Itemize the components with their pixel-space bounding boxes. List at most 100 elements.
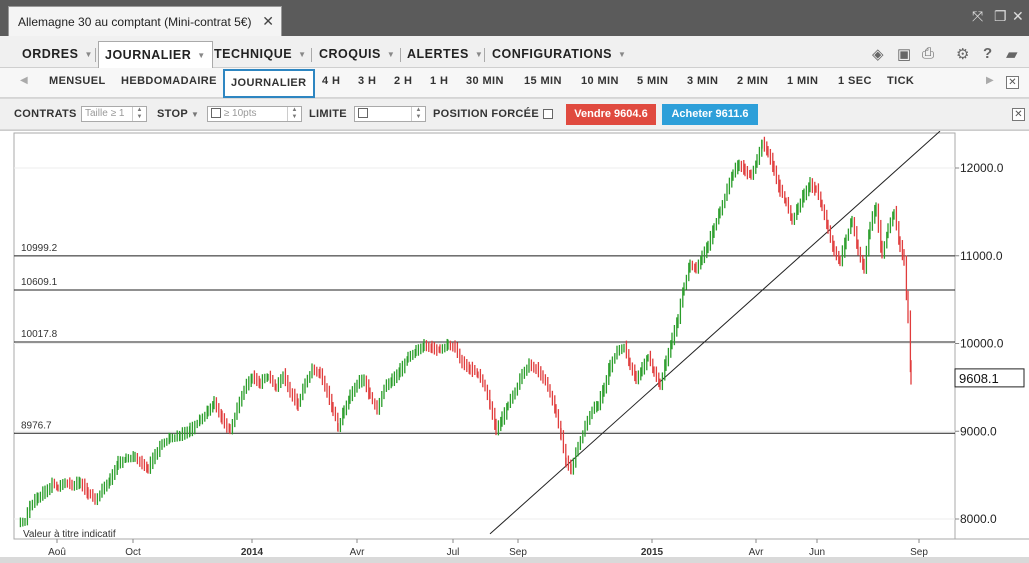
tf-2min[interactable]: 2 MIN — [737, 75, 769, 87]
stop-placeholder: ≥ 10pts — [223, 108, 257, 119]
x-tick-label: Sep — [509, 547, 527, 558]
menu-journalier-label: JOURNALIER — [105, 48, 192, 62]
x-tick-label: Jul — [447, 547, 460, 558]
chat-icon[interactable]: ▰ — [1006, 46, 1018, 63]
stepper-icon[interactable]: ▲ ▼ — [132, 107, 146, 121]
menu-croquis[interactable]: CROQUIS ▼ — [319, 42, 395, 66]
level-label: 10609.1 — [21, 277, 58, 288]
x-tick-label: Avr — [350, 547, 365, 558]
tf-tick[interactable]: TICK — [887, 75, 915, 87]
menu-bar: ORDRES ▼ JOURNALIER ▼ TECHNIQUE ▼ CROQUIS ▼ … — [0, 36, 1029, 68]
tf-10min[interactable]: 10 MIN — [581, 75, 619, 87]
close-order-bar-icon[interactable]: ✕ — [1012, 108, 1025, 121]
chart-svg[interactable]: 12000.0 11000.0 10000.0 9000.0 8000.0 10999.2… — [0, 130, 1029, 558]
menu-separator — [95, 48, 96, 62]
menu-journalier[interactable]: JOURNALIER ▼ — [98, 41, 213, 68]
stepper-icon[interactable]: ▲ ▼ — [411, 107, 425, 121]
print-icon[interactable]: ⎙ — [922, 45, 935, 62]
image-icon[interactable]: ▣ — [897, 46, 912, 63]
stepper-icon[interactable]: ▲ ▼ — [287, 107, 301, 121]
menu-technique-label: TECHNIQUE — [214, 47, 293, 61]
menu-separator — [400, 48, 401, 62]
last-price-label: 9608.1 — [959, 371, 999, 386]
tf-3h[interactable]: 3 H — [358, 75, 377, 87]
close-icon[interactable]: ✕ — [262, 13, 274, 29]
x-tick-label: Aoû — [48, 547, 66, 558]
chevron-down-icon: ▼ — [617, 49, 627, 59]
window-close-icon[interactable]: ✕ — [1012, 8, 1024, 24]
chevron-down-icon: ▼ — [197, 50, 206, 60]
chevron-down-icon: ▼ — [386, 49, 396, 59]
chevron-down-icon: ▼ — [84, 49, 93, 59]
tf-journalier[interactable]: JOURNALIER — [223, 69, 315, 98]
tf-1h[interactable]: 1 H — [430, 75, 449, 87]
x-tick-label: 2014 — [241, 547, 264, 558]
x-tick-label: Sep — [910, 547, 928, 558]
layers-icon[interactable]: ◈ — [872, 46, 884, 63]
limit-checkbox[interactable] — [358, 108, 368, 119]
gear-icon[interactable]: ⚙ — [956, 46, 970, 63]
tf-5min[interactable]: 5 MIN — [637, 75, 669, 87]
tf-1sec[interactable]: 1 SEC — [838, 75, 872, 87]
stop-label[interactable]: STOP — [157, 108, 188, 120]
price-chart[interactable]: 12000.0 11000.0 10000.0 9000.0 8000.0 10999.2… — [0, 130, 1029, 558]
tf-4h[interactable]: 4 H — [322, 75, 341, 87]
tf-2h[interactable]: 2 H — [394, 75, 413, 87]
x-tick-label: 2015 — [641, 547, 664, 558]
sell-button[interactable]: Vendre 9604.6 — [566, 104, 656, 125]
stop-checkbox[interactable] — [211, 108, 221, 119]
menu-ordres[interactable]: ORDRES ▼ — [22, 42, 93, 66]
help-icon[interactable]: ? — [983, 45, 993, 62]
tf-15min[interactable]: 15 MIN — [524, 75, 562, 87]
forced-position-label: POSITION FORCÉE — [433, 108, 539, 120]
tf-hebdomadaire[interactable]: HEBDOMADAIRE — [121, 75, 217, 87]
buy-button[interactable]: Acheter 9611.6 — [662, 104, 758, 125]
menu-ordres-label: ORDRES — [22, 47, 79, 61]
menu-croquis-label: CROQUIS — [319, 47, 381, 61]
chevron-down-icon: ▼ — [298, 49, 307, 59]
y-tick-label: 8000.0 — [960, 512, 997, 526]
y-tick-label: 10000.0 — [960, 337, 1004, 351]
y-tick-label: 12000.0 — [960, 161, 1004, 175]
menu-technique[interactable]: TECHNIQUE ▼ — [214, 42, 307, 66]
indicative-note: Valeur à titre indicatif — [23, 529, 116, 540]
menu-separator — [311, 48, 312, 62]
contracts-label: CONTRATS — [14, 108, 77, 120]
menu-configurations[interactable]: CONFIGURATIONS ▼ — [492, 42, 626, 66]
tf-3min[interactable]: 3 MIN — [687, 75, 719, 87]
limit-label: LIMITE — [309, 108, 347, 120]
trendline — [489, 130, 941, 535]
contracts-input[interactable]: Taille ≥ 1 ▲ ▼ — [81, 106, 147, 122]
plot-frame — [13, 132, 956, 540]
contracts-placeholder: Taille ≥ 1 — [85, 108, 125, 119]
forced-position-checkbox[interactable] — [543, 109, 553, 119]
x-tick-label: Avr — [749, 547, 764, 558]
close-timeframe-bar-icon[interactable]: ✕ — [1006, 76, 1019, 89]
timeframe-bar: ◀ MENSUEL HEBDOMADAIRE JOURNALIER 4 H 3 … — [0, 68, 1029, 98]
menu-configurations-label: CONFIGURATIONS — [492, 47, 612, 61]
stop-input[interactable]: ≥ 10pts ▲ ▼ — [207, 106, 302, 122]
document-tab[interactable]: Allemagne 30 au comptant (Mini-contrat 5… — [8, 6, 282, 36]
x-tick-label: Jun — [809, 547, 825, 558]
menu-separator — [484, 48, 485, 62]
chevron-down-icon: ▼ — [474, 49, 484, 59]
document-tab-title: Allemagne 30 au comptant (Mini-contrat 5… — [18, 14, 252, 29]
tf-mensuel[interactable]: MENSUEL — [49, 75, 106, 87]
chevron-down-icon[interactable]: ▼ — [191, 110, 200, 119]
scroll-right-icon[interactable]: ▶ — [986, 75, 994, 86]
popout-icon[interactable]: ❐ — [994, 8, 1007, 24]
tf-30min[interactable]: 30 MIN — [466, 75, 504, 87]
y-tick-label: 9000.0 — [960, 424, 997, 438]
fullscreen-icon[interactable]: ⤧ — [972, 8, 984, 24]
order-bar: CONTRATS Taille ≥ 1 ▲ ▼ STOP ▼ ≥ 10pts ▲ ▼… — [0, 99, 1029, 129]
menu-alertes-label: ALERTES — [407, 47, 469, 61]
level-label: 8976.7 — [21, 420, 52, 431]
scroll-left-icon[interactable]: ◀ — [20, 75, 28, 86]
x-tick-label: Oct — [125, 547, 141, 558]
limit-input[interactable]: ▲ ▼ — [354, 106, 426, 122]
menu-alertes[interactable]: ALERTES ▼ — [407, 42, 483, 66]
tf-1min[interactable]: 1 MIN — [787, 75, 819, 87]
tab-bar: Allemagne 30 au comptant (Mini-contrat 5… — [0, 0, 1029, 36]
level-label: 10017.8 — [21, 329, 58, 340]
level-label: 10999.2 — [21, 243, 58, 254]
